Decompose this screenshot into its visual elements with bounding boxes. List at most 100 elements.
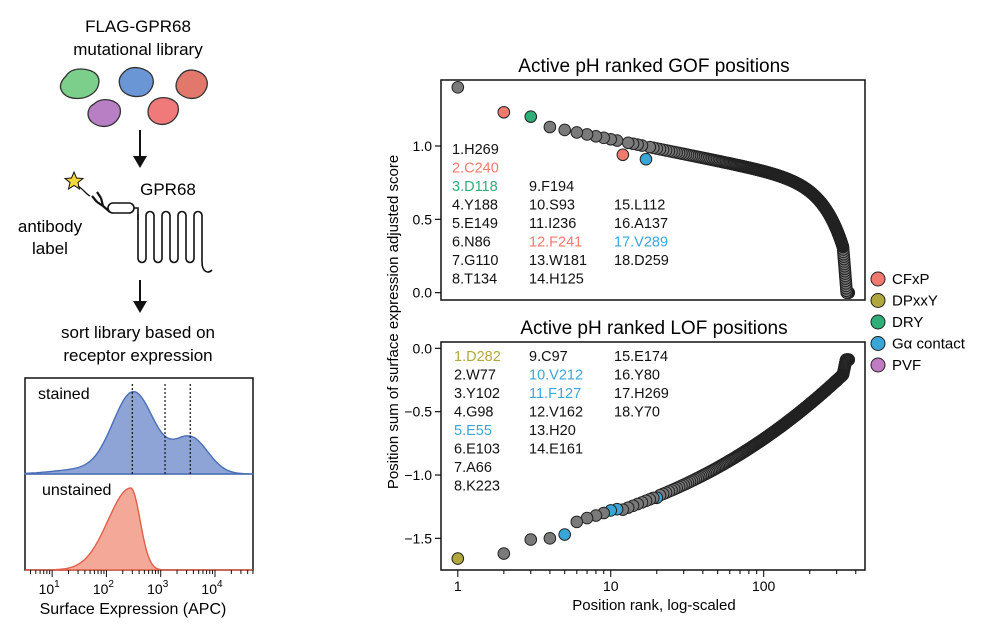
unstained-label: unstained	[42, 482, 111, 499]
ranked-position-label: 1.D282	[454, 349, 501, 365]
ranked-position-label: 11.I236	[529, 216, 576, 232]
arrowhead-icon	[133, 156, 147, 168]
y-tick-label: −1.0	[404, 467, 432, 483]
stained-label: stained	[38, 386, 90, 403]
data-point	[497, 547, 511, 560]
data-point	[616, 148, 630, 162]
ranked-position-label: 17.H269	[614, 386, 669, 402]
ranked-position-label: 8.K223	[454, 479, 500, 495]
unstained-distribution	[25, 487, 253, 571]
data-point	[570, 515, 584, 529]
legend-label: PVF	[892, 357, 921, 374]
ranked-position-label: 9.C97	[529, 349, 568, 365]
expression-histogram: stained unstained 101 102 103 104 Surface E…	[24, 377, 254, 618]
lof-scatter-panel: Active pH ranked LOF positions −1.5 −1.0 −…	[404, 318, 866, 571]
legend-swatch	[870, 314, 886, 330]
variant-blob-icon	[59, 68, 100, 100]
ranked-position-label: 4.G98	[454, 405, 494, 421]
ranked-position-label: 6.N86	[452, 235, 491, 251]
gpcr-receptor-icon	[107, 202, 213, 273]
data-point	[497, 105, 511, 119]
data-point	[558, 528, 571, 541]
histogram-tick-exponent: 1	[54, 579, 60, 590]
ranked-position-label: 14.E161	[529, 442, 583, 458]
data-point	[558, 123, 571, 137]
data-point	[621, 136, 635, 150]
variant-blob-icon	[118, 66, 154, 98]
legend: CFxP DPxxY DRY Gα contact PVF	[870, 271, 966, 374]
y-tick-label: 0.0	[413, 285, 433, 301]
ranked-position-label: 12.V162	[529, 405, 583, 421]
receptor-label: GPR68	[140, 180, 196, 199]
data-point	[543, 120, 557, 134]
x-tick-label: 100	[752, 578, 776, 594]
stained-distribution	[24, 390, 254, 475]
histogram-tick-label: 101	[39, 579, 61, 597]
data-point	[543, 532, 557, 545]
ranked-position-label: 18.D259	[614, 253, 669, 269]
ranked-position-label: 12.F241	[529, 235, 582, 251]
ranked-position-label: 11.F127	[529, 386, 581, 402]
shared-ylabel: Position sum of surface expression adjus…	[385, 155, 402, 489]
ranked-position-label: 10.V212	[529, 368, 583, 384]
legend-swatch	[870, 293, 886, 308]
ranked-position-label: 10.S93	[529, 198, 575, 214]
ranked-position-label: 15.E174	[614, 349, 668, 365]
ranked-position-label: 1.H269	[452, 142, 499, 158]
ranked-position-label: 14.H125	[529, 272, 584, 288]
y-tick-label: −0.5	[404, 404, 432, 420]
legend-swatch	[870, 357, 886, 373]
ranked-position-label: 3.Y102	[454, 386, 500, 402]
variant-blob-icon	[147, 96, 180, 126]
y-tick-label: 1.0	[413, 138, 433, 154]
library-title-line2: mutational library	[73, 40, 203, 59]
ranked-position-label: 3.D118	[452, 179, 498, 195]
ranked-position-label: 17.V289	[614, 235, 668, 251]
y-tick-label: −1.5	[404, 530, 432, 546]
shared-xlabel: Position rank, log-scaled	[572, 597, 735, 614]
histogram-tick-label: 103	[147, 579, 169, 597]
shared-x-axis: 1 10 100	[454, 570, 857, 594]
antibody-label-line2: label	[32, 239, 68, 258]
data-point	[580, 128, 594, 141]
ranked-position-label: 18.Y70	[614, 405, 660, 421]
lof-plot-frame	[440, 341, 866, 571]
sort-label-line1: sort library based on	[61, 323, 215, 342]
histogram-tick-exponent: 3	[163, 579, 169, 590]
antibody-label-line1: antibody	[18, 217, 83, 236]
legend-label: CFxP	[892, 271, 930, 288]
sort-label-line2: receptor expression	[63, 346, 212, 365]
y-tick-label: 0.0	[413, 340, 433, 356]
variant-blob-icon	[175, 69, 208, 100]
data-point	[451, 552, 465, 565]
x-tick-label: 10	[603, 578, 619, 594]
histogram-tick-label: 102	[93, 579, 115, 597]
data-point	[570, 126, 584, 139]
gof-scatter-panel: Active pH ranked GOF positions 0.0 0.5 1.0…	[413, 56, 866, 301]
ranked-position-label: 9.F194	[529, 179, 574, 195]
ranked-position-label: 8.T134	[452, 272, 497, 288]
ranked-position-label: 7.G110	[452, 253, 499, 269]
legend-label: Gα contact	[892, 336, 966, 353]
histogram-tick-label: 104	[201, 579, 223, 597]
library-title-line1: FLAG-GPR68	[85, 17, 191, 36]
legend-swatch	[870, 336, 886, 351]
legend-swatch	[870, 271, 886, 287]
gof-plot-frame	[440, 79, 866, 301]
ranked-position-label: 16.Y80	[614, 368, 660, 384]
data-point	[524, 110, 538, 123]
arrowhead-icon	[133, 301, 147, 313]
data-point	[639, 152, 653, 166]
histogram-xlabel: Surface Expression (APC)	[40, 601, 227, 618]
ranked-position-label: 13.W181	[529, 253, 587, 269]
ranked-position-label: 2.C240	[452, 161, 499, 177]
histogram-tick-exponent: 4	[217, 579, 223, 590]
variant-blob-icon	[87, 98, 122, 128]
legend-label: DRY	[892, 314, 923, 331]
star-tag-icon	[63, 170, 91, 197]
ranked-position-label: 4.Y188	[452, 198, 498, 214]
ranked-position-label: 15.L112	[614, 198, 665, 214]
gof-chart-title: Active pH ranked GOF positions	[518, 56, 789, 77]
ranked-position-label: 6.E103	[454, 442, 500, 458]
